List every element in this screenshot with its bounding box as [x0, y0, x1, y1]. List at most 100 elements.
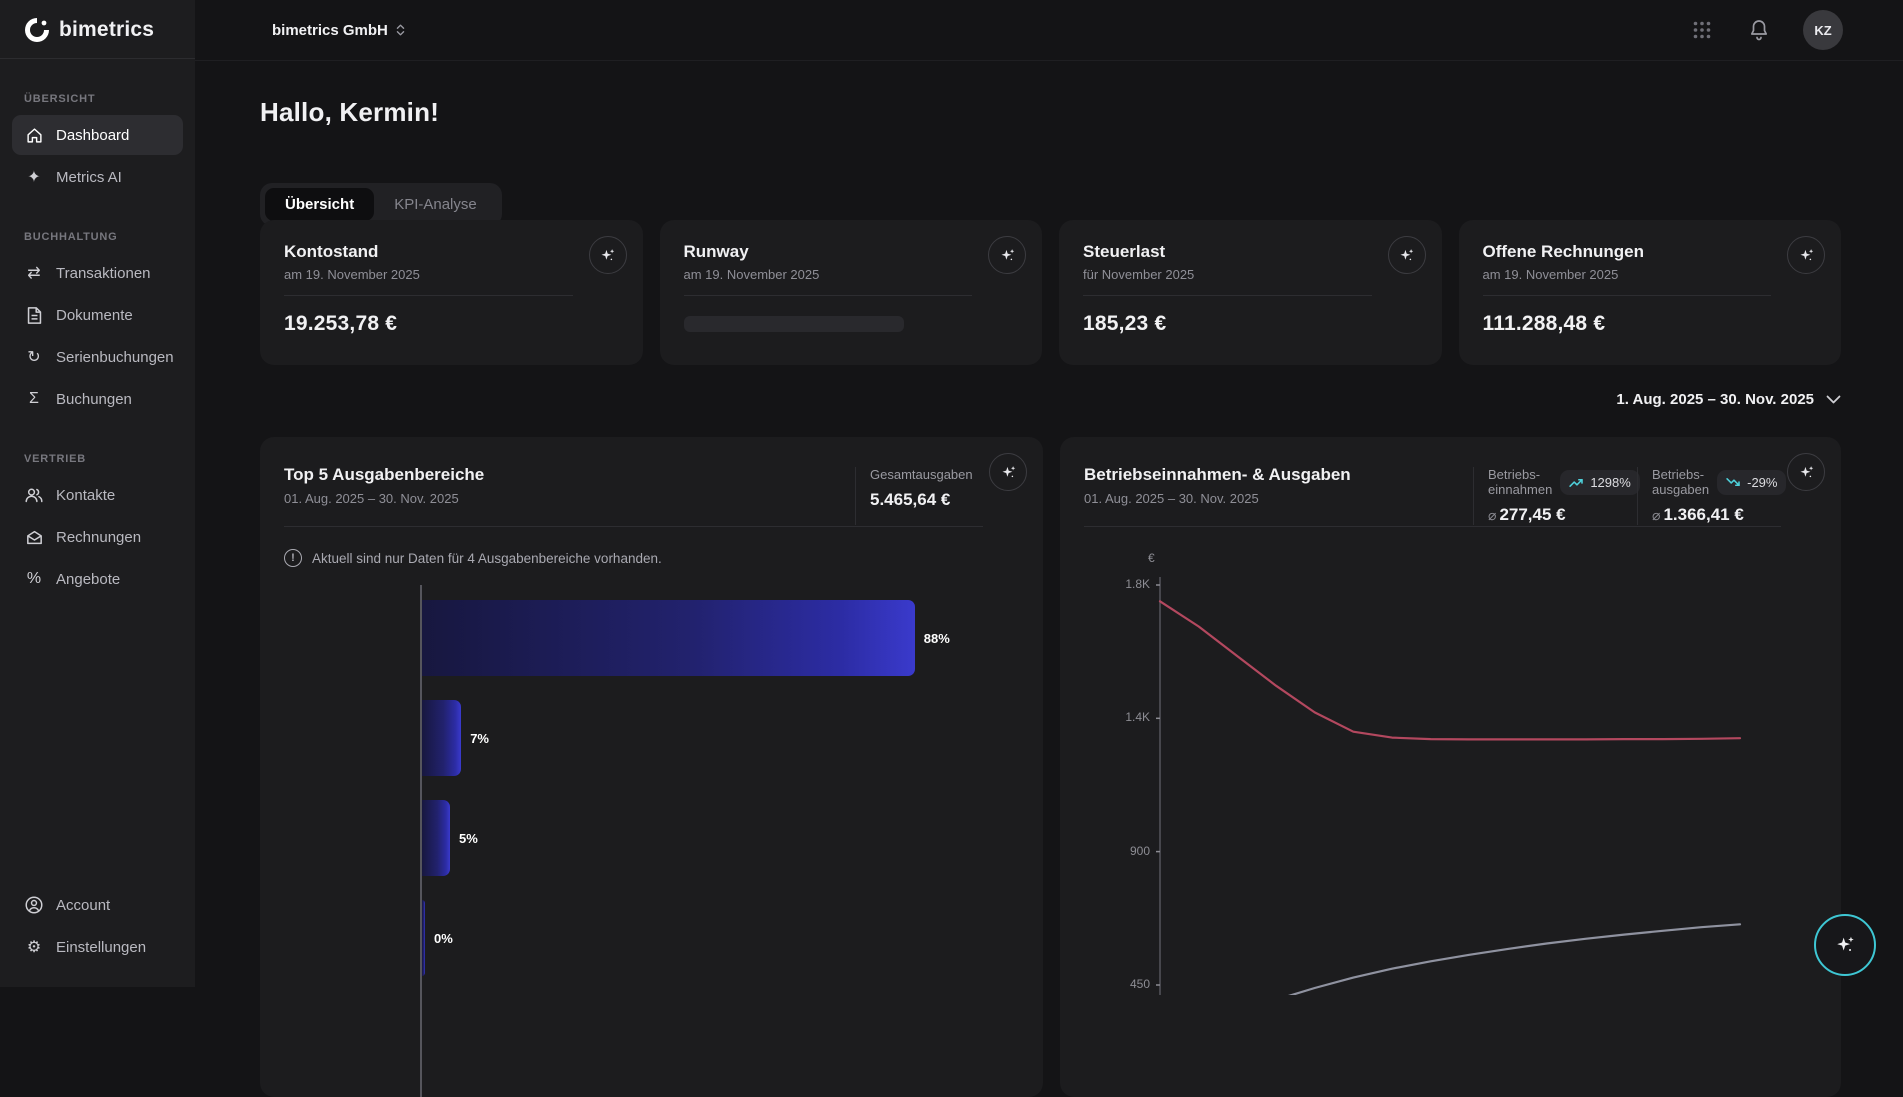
- envelope-icon: [24, 527, 44, 547]
- sidebar-item-dokumente[interactable]: Dokumente: [12, 295, 183, 335]
- kpi-divider: [684, 295, 973, 296]
- tab-uebersicht[interactable]: Übersicht: [265, 188, 374, 221]
- income-stat-label: Betriebs- einnahmen: [1488, 467, 1552, 497]
- notifications-button[interactable]: [1745, 15, 1773, 45]
- income-change-badge: 1298%: [1560, 470, 1639, 495]
- kpi-card-runway: Runway am 19. November 2025: [660, 220, 1043, 365]
- expense-stat: Betriebs- ausgaben -29% ⌀1.366,41 €: [1637, 467, 1805, 525]
- kpi-value: 185,23 €: [1083, 312, 1418, 336]
- workspace-selector[interactable]: bimetrics GmbH: [272, 22, 405, 39]
- kpi-divider: [1083, 295, 1372, 296]
- date-range-selector[interactable]: 1. Aug. 2025 – 30. Nov. 2025: [1616, 391, 1841, 408]
- kpi-divider: [284, 295, 573, 296]
- kpi-card-kontostand: Kontostand am 19. November 2025 19.253,7…: [260, 220, 643, 365]
- sidebar-item-label: Angebote: [56, 571, 120, 588]
- kpi-title: Kontostand: [284, 242, 619, 262]
- sidebar-item-kontakte[interactable]: Kontakte: [12, 475, 183, 515]
- expenses-card-header: Top 5 Ausgabenbereiche 01. Aug. 2025 – 3…: [284, 465, 983, 527]
- top-bar: bimetrics GmbH KZ: [195, 0, 1903, 61]
- expense-average-value: 1.366,41 €: [1663, 505, 1743, 524]
- sidebar-item-label: Transaktionen: [56, 265, 151, 282]
- bar-track: 0%: [422, 900, 453, 976]
- sidebar-item-angebote[interactable]: % Angebote: [12, 559, 183, 599]
- total-expenses-label: Gesamtausgaben: [870, 467, 973, 482]
- ai-assistant-fab[interactable]: [1814, 914, 1876, 976]
- income-change-value: 1298%: [1590, 475, 1630, 490]
- bar-fill: [422, 600, 915, 676]
- trend-down-icon: [1726, 477, 1741, 488]
- page-greeting: Hallo, Kermin!: [260, 97, 439, 128]
- expense-change-value: -29%: [1747, 475, 1777, 490]
- sidebar-item-buchungen[interactable]: Σ Buchungen: [12, 379, 183, 419]
- tab-kpi-analyse[interactable]: KPI-Analyse: [374, 188, 497, 221]
- average-sign: ⌀: [1652, 507, 1660, 523]
- kpi-title: Offene Rechnungen: [1483, 242, 1818, 262]
- y-axis-unit: €: [1148, 551, 1155, 565]
- expenses-chart-card: Top 5 Ausgabenbereiche 01. Aug. 2025 – 3…: [260, 437, 1043, 1097]
- sidebar-item-account[interactable]: Account: [12, 885, 183, 925]
- kpi-value: 111.288,48 €: [1483, 312, 1818, 336]
- ai-sparkle-button[interactable]: [988, 236, 1026, 274]
- income-average-value: 277,45 €: [1499, 505, 1565, 524]
- ai-sparkle-button[interactable]: [989, 453, 1027, 491]
- grid-dots-icon: [1693, 21, 1711, 39]
- brand-name: bimetrics: [59, 18, 154, 42]
- sparkle-icon: [999, 247, 1016, 264]
- sidebar-item-label: Serienbuchungen: [56, 349, 174, 366]
- ai-sparkle-button[interactable]: [1787, 453, 1825, 491]
- income-stat: Betriebs- einnahmen 1298% ⌀277,45 €: [1473, 467, 1637, 525]
- income-average: ⌀277,45 €: [1488, 505, 1637, 525]
- sidebar-item-transaktionen[interactable]: ⇄ Transaktionen: [12, 253, 183, 293]
- date-range-text: 1. Aug. 2025 – 30. Nov. 2025: [1616, 391, 1814, 408]
- sparkle-icon: [1834, 934, 1856, 956]
- bar-value-label: 7%: [470, 731, 489, 746]
- kpi-title: Runway: [684, 242, 1019, 262]
- bar-value-label: 5%: [459, 831, 478, 846]
- kpi-subtitle: am 19. November 2025: [684, 267, 1019, 282]
- y-tick-900: 900: [1116, 844, 1150, 858]
- ai-sparkle-button[interactable]: [589, 236, 627, 274]
- sidebar-item-label: Metrics AI: [56, 169, 122, 186]
- sidebar-item-label: Buchungen: [56, 391, 132, 408]
- bar-fill: [422, 700, 461, 776]
- cashflow-card-header: Betriebseinnahmen- & Ausgaben 01. Aug. 2…: [1084, 465, 1781, 527]
- sparkle-icon: [1798, 464, 1815, 481]
- apps-grid-button[interactable]: [1689, 17, 1715, 43]
- sidebar-item-metrics-ai[interactable]: ✦ Metrics AI: [12, 157, 183, 197]
- line-chart-plot: [1120, 565, 1760, 995]
- ai-sparkle-button[interactable]: [1787, 236, 1825, 274]
- charts-row: Top 5 Ausgabenbereiche 01. Aug. 2025 – 3…: [260, 437, 1841, 1097]
- sidebar-item-label: Account: [56, 897, 110, 914]
- sidebar-item-label: Dashboard: [56, 127, 129, 144]
- swap-arrows-icon: ⇄: [24, 263, 44, 283]
- total-expenses-stat: Gesamtausgaben 5.465,64 €: [855, 467, 973, 525]
- ai-sparkle-button[interactable]: [1388, 236, 1426, 274]
- repeat-icon: ↻: [24, 347, 44, 367]
- home-icon: [24, 125, 44, 145]
- sidebar-item-label: Rechnungen: [56, 529, 141, 546]
- sidebar-item-dashboard[interactable]: Dashboard: [12, 115, 183, 155]
- loading-skeleton: [684, 316, 904, 332]
- bar-fill: [422, 900, 425, 976]
- sidebar-item-einstellungen[interactable]: ⚙ Einstellungen: [12, 927, 183, 967]
- user-circle-icon: [24, 895, 44, 915]
- sidebar-item-rechnungen[interactable]: Rechnungen: [12, 517, 183, 557]
- data-availability-notice: ! Aktuell sind nur Daten für 4 Ausgabenb…: [284, 549, 662, 567]
- document-icon: [24, 305, 44, 325]
- kpi-subtitle: am 19. November 2025: [284, 267, 619, 282]
- bell-icon: [1749, 19, 1769, 41]
- brand-logo-icon: [24, 17, 50, 43]
- kpi-card-offene-rechnungen: Offene Rechnungen am 19. November 2025 1…: [1459, 220, 1842, 365]
- expense-average: ⌀1.366,41 €: [1652, 505, 1805, 525]
- notice-text: Aktuell sind nur Daten für 4 Ausgabenber…: [312, 551, 662, 566]
- user-avatar[interactable]: KZ: [1803, 10, 1843, 50]
- users-icon: [24, 485, 44, 505]
- sparkle-icon: [1798, 247, 1815, 264]
- sidebar-item-serienbuchungen[interactable]: ↻ Serienbuchungen: [12, 337, 183, 377]
- y-tick-1400: 1.4K: [1116, 710, 1150, 724]
- kpi-divider: [1483, 295, 1772, 296]
- sigma-icon: Σ: [24, 389, 44, 409]
- main-content: Hallo, Kermin! Übersicht KPI-Analyse Kon…: [195, 61, 1903, 987]
- workspace-name: bimetrics GmbH: [272, 22, 388, 39]
- bar-value-label: 88%: [924, 631, 950, 646]
